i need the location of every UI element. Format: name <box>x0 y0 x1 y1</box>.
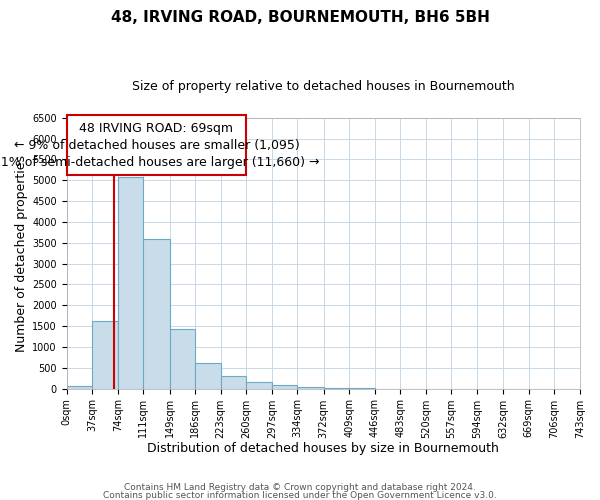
Bar <box>67 386 92 388</box>
Title: Size of property relative to detached houses in Bournemouth: Size of property relative to detached ho… <box>132 80 515 93</box>
Text: Contains public sector information licensed under the Open Government Licence v3: Contains public sector information licen… <box>103 490 497 500</box>
Text: 48, IRVING ROAD, BOURNEMOUTH, BH6 5BH: 48, IRVING ROAD, BOURNEMOUTH, BH6 5BH <box>110 10 490 25</box>
Text: Contains HM Land Registry data © Crown copyright and database right 2024.: Contains HM Land Registry data © Crown c… <box>124 483 476 492</box>
Bar <box>221 376 246 388</box>
Bar <box>272 386 298 388</box>
Text: 48 IRVING ROAD: 69sqm: 48 IRVING ROAD: 69sqm <box>79 122 233 135</box>
Bar <box>195 363 221 388</box>
Text: ← 9% of detached houses are smaller (1,095): ← 9% of detached houses are smaller (1,0… <box>14 139 299 152</box>
Bar <box>246 382 272 388</box>
Bar <box>92 320 118 388</box>
X-axis label: Distribution of detached houses by size in Bournemouth: Distribution of detached houses by size … <box>148 442 499 455</box>
Bar <box>118 177 143 388</box>
Bar <box>143 240 170 388</box>
Text: 91% of semi-detached houses are larger (11,660) →: 91% of semi-detached houses are larger (… <box>0 156 320 168</box>
Y-axis label: Number of detached properties: Number of detached properties <box>15 154 28 352</box>
Bar <box>170 329 195 388</box>
